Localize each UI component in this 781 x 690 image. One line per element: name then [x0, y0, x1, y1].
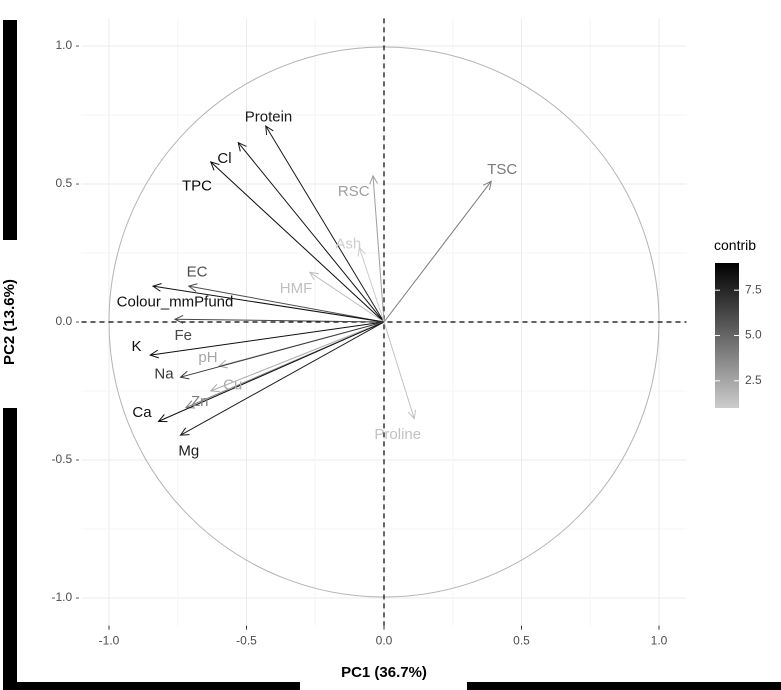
arrowhead-cu — [209, 384, 220, 393]
label-mg: Mg — [178, 443, 199, 460]
arrowhead-ph — [217, 359, 228, 369]
label-zn: Zn — [191, 393, 209, 410]
arrowhead-tpc — [209, 161, 220, 171]
label-fe: Fe — [174, 327, 192, 344]
y-tick-label: 1.0 - — [55, 38, 79, 52]
y-tick-label: 0.0 - — [55, 314, 79, 328]
label-ec: EC — [187, 263, 208, 280]
arrowhead-mg — [179, 427, 190, 436]
legend-tick-label: 7.5 — [745, 282, 762, 296]
label-tsc: TSC — [487, 161, 517, 178]
y-axis-title: PC2 (13.6%) — [1, 279, 18, 365]
label-ph: pH — [198, 349, 217, 366]
x-tick-label: -0.5 — [236, 634, 257, 648]
frame-bar-bottom-left — [3, 682, 300, 690]
arrowhead-tsc — [482, 180, 492, 191]
arrow-colour-mmpfund — [152, 285, 385, 323]
arrowhead-ash — [357, 246, 366, 257]
arrow-proline — [383, 321, 415, 419]
legend-tick-label: 2.5 — [745, 373, 762, 387]
arrow-tpc — [210, 161, 385, 323]
arrow-protein — [265, 125, 385, 323]
arrow-fe — [174, 318, 385, 323]
arrow-k — [150, 321, 385, 356]
label-proline: Proline — [374, 426, 421, 443]
label-protein: Protein — [245, 109, 293, 126]
arrowhead-ec — [187, 283, 198, 292]
arrow-ca — [158, 321, 385, 422]
label-na: Na — [154, 365, 174, 382]
arrowhead-colour-mmpfund — [151, 283, 162, 292]
y-tick-label: 0.5 - — [55, 176, 79, 190]
arrow-na — [180, 321, 385, 378]
arrowhead-hmf — [308, 271, 319, 281]
label-cl: Cl — [217, 150, 231, 167]
frame-bar-left-bottom — [3, 408, 17, 690]
axis-ticks: -1.0 -0.5 0.0 0.5 1.0 -1.0 - -0.5 - 0.0 - 0.5 - 1… — [51, 38, 667, 647]
label-rsc: RSC — [338, 183, 370, 200]
arrowhead-k — [149, 349, 159, 359]
arrow-cl — [237, 142, 385, 323]
legend-ticks: 2.5 5.0 7.5 — [715, 282, 762, 387]
variable-labels: Protein Cl TPC TSC RSC Ash HMF EC Colour_mmPfund… — [117, 109, 518, 460]
label-ash: Ash — [335, 236, 361, 253]
variable-arrows — [149, 125, 492, 436]
frame-bar-bottom-right — [467, 682, 781, 690]
arrowhead-fe — [173, 314, 184, 324]
arrow-ash — [358, 247, 385, 323]
arrow-mg — [180, 321, 385, 436]
x-tick-label: 0.0 — [376, 634, 393, 648]
label-ca: Ca — [132, 404, 152, 421]
label-cu: Cu — [223, 376, 242, 393]
x-tick-label: 0.5 — [513, 634, 530, 648]
arrowhead-ca — [157, 414, 168, 423]
contrib-legend: contrib 2.5 5.0 7.5 — [714, 237, 762, 408]
y-tick-label: -0.5 - — [51, 452, 79, 466]
label-hmf: HMF — [280, 280, 313, 297]
y-tick-label: -1.0 - — [51, 590, 79, 604]
arrowhead-rsc — [369, 174, 378, 185]
label-k: K — [131, 338, 141, 355]
arrowhead-proline — [407, 409, 417, 420]
arrow-hmf — [309, 271, 385, 323]
arrow-cu — [210, 321, 385, 392]
label-colour-mmpfund: Colour_mmPfund — [117, 294, 234, 311]
label-tpc: TPC — [182, 178, 212, 195]
x-axis-title: PC1 (36.7%) — [341, 664, 427, 681]
legend-title: contrib — [714, 237, 756, 253]
zero-lines — [81, 18, 687, 626]
arrowhead-cl — [237, 141, 247, 152]
arrowhead-zn — [184, 400, 196, 409]
frame-bar-left-top — [3, 20, 17, 240]
arrow-ec — [188, 285, 385, 323]
arrow-rsc — [372, 175, 385, 323]
legend-tick-label: 5.0 — [745, 328, 762, 342]
x-tick-label: -1.0 — [99, 634, 120, 648]
x-tick-label: 1.0 — [651, 634, 668, 648]
arrowhead-protein — [265, 125, 274, 136]
arrow-tsc — [383, 180, 492, 323]
arrowhead-na — [179, 370, 190, 380]
